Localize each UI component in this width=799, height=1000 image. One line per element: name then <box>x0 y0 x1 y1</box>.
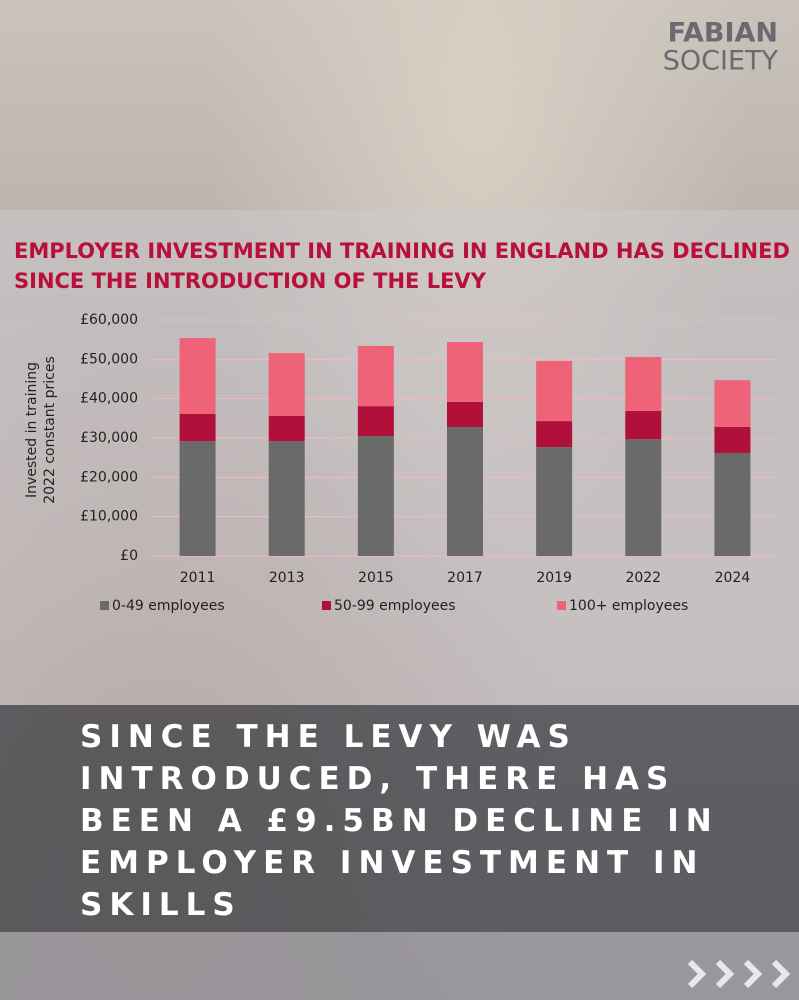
y-tick-label: £10,000 <box>80 509 138 525</box>
y-axis-label: Invested in training <box>24 362 40 498</box>
bar-segment <box>625 439 662 556</box>
x-tick-label: 2024 <box>715 570 751 586</box>
legend-label: 50-99 employees <box>334 598 456 614</box>
bar-segment <box>714 380 751 427</box>
logo-line1: FABIAN <box>668 18 778 49</box>
bar-segment <box>714 452 751 556</box>
y-tick-label: £40,000 <box>80 391 138 407</box>
bar-segment <box>357 436 394 556</box>
y-tick-label: £0 <box>120 548 138 564</box>
y-tick-label: £50,000 <box>80 351 138 367</box>
legend-label: 100+ employees <box>569 598 688 614</box>
x-tick-label: 2022 <box>625 570 661 586</box>
bar-segment <box>625 356 662 411</box>
bar-segment <box>536 447 573 556</box>
y-tick-label: £30,000 <box>80 430 138 446</box>
legend-label: 0-49 employees <box>112 598 225 614</box>
y-tick-label: £20,000 <box>80 469 138 485</box>
chart-title: SINCE THE INTRODUCTION OF THE LEVY <box>14 269 487 293</box>
x-tick-label: 2015 <box>358 570 394 586</box>
bar-segment <box>536 360 573 422</box>
bar-segment <box>268 441 305 556</box>
bar-segment <box>179 338 216 415</box>
bar-segment <box>447 426 483 556</box>
bar-segment <box>625 410 662 440</box>
logo-line2: SOCIETY <box>663 46 779 77</box>
bar-segment <box>536 421 573 448</box>
headline-band <box>0 705 799 932</box>
y-axis-label: 2022 constant prices <box>42 356 58 504</box>
chevrons <box>687 959 791 989</box>
x-tick-label: 2013 <box>269 570 305 586</box>
bar-segment <box>268 353 305 416</box>
legend-swatch <box>100 601 109 610</box>
bar-segment <box>357 406 394 437</box>
x-tick-label: 2019 <box>536 570 572 586</box>
footer-strip <box>0 932 799 1000</box>
bar-segment <box>357 345 394 407</box>
chart-panel <box>0 210 799 705</box>
y-tick-label: £60,000 <box>80 312 138 328</box>
legend-swatch <box>557 601 566 610</box>
bar-segment <box>179 414 216 442</box>
headline: SINCE THE LEVY WAS INTRODUCED, THERE HAS… <box>80 719 719 923</box>
bar-segment <box>714 426 751 453</box>
bar-segment <box>447 342 483 402</box>
x-tick-label: 2017 <box>447 570 483 586</box>
chart-title: EMPLOYER INVESTMENT IN TRAINING IN ENGLA… <box>14 239 790 263</box>
bar-segment <box>447 401 483 427</box>
x-tick-label: 2011 <box>180 570 216 586</box>
bar-segment <box>179 441 216 556</box>
legend-swatch <box>322 601 331 610</box>
bar-segment <box>268 415 305 442</box>
